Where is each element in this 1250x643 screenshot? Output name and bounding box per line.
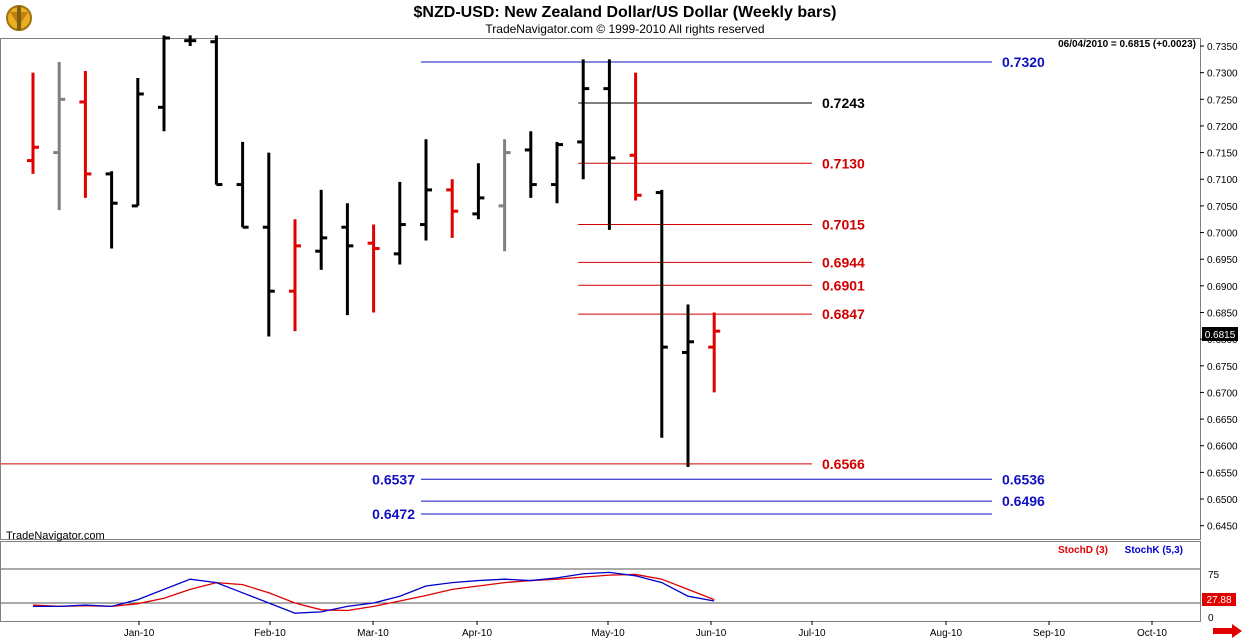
chart-subtitle: TradeNavigator.com © 1999-2010 All right… <box>485 22 765 36</box>
y-tick-label: 0.7050 <box>1207 202 1238 213</box>
ohlc-bar <box>105 171 118 249</box>
ohlc-bar <box>262 152 275 337</box>
price-level-label: 0.6847 <box>822 306 865 322</box>
ohlc-bar <box>603 59 616 230</box>
ohlc-bar <box>367 224 380 313</box>
ohlc-bar <box>315 189 328 270</box>
y-tick-label: 0.7350 <box>1207 42 1238 53</box>
price-level-left-label: 0.6472 <box>372 506 415 522</box>
ohlc-bar <box>708 312 721 393</box>
ohlc-bars <box>27 35 721 468</box>
price-level-label: 0.6496 <box>1002 493 1045 509</box>
y-tick-label: 0.6600 <box>1207 442 1238 453</box>
ohlc-bar <box>655 189 668 438</box>
y-tick-label: 0.6550 <box>1207 468 1238 479</box>
price-level-label: 0.7243 <box>822 95 865 111</box>
y-tick-label: 0.7250 <box>1207 95 1238 106</box>
y-tick-label: 0.7150 <box>1207 149 1238 160</box>
y-tick-label: 0.6450 <box>1207 522 1238 533</box>
ohlc-bar <box>158 35 170 132</box>
y-tick-label: 0.6650 <box>1207 415 1238 426</box>
ohlc-bar <box>210 35 223 187</box>
ohlc-bar <box>131 77 144 208</box>
x-tick-label: Oct-10 <box>1137 628 1167 639</box>
x-tick-label: Sep-10 <box>1033 628 1066 639</box>
x-tick-label: Feb-10 <box>254 628 286 639</box>
scroll-right-arrow-icon[interactable] <box>1213 624 1242 638</box>
price-level-label: 0.6944 <box>822 254 865 270</box>
stoch-level-label: 75 <box>1208 570 1220 581</box>
stochastic-panel <box>1 568 1200 614</box>
chart-header: $NZD-USD: New Zealand Dollar/US Dollar (… <box>0 0 1250 38</box>
stoch-d-legend: StochD (3) <box>1058 545 1108 556</box>
stoch-d-line <box>32 573 715 612</box>
y-tick-label: 0.7300 <box>1207 69 1238 80</box>
y-tick-label: 0.6950 <box>1207 255 1238 266</box>
price-level-label: 0.6536 <box>1002 471 1045 487</box>
ohlc-bar <box>27 72 39 174</box>
y-tick-label: 0.6750 <box>1207 362 1238 373</box>
ohlc-bar <box>472 163 485 220</box>
price-level-label: 0.6901 <box>822 277 865 293</box>
price-panel-frame <box>0 38 1201 540</box>
x-tick-label: Aug-10 <box>930 628 963 639</box>
last-price-label: 0.6815 <box>1205 330 1236 341</box>
ohlc-bar <box>289 219 301 332</box>
ohlc-bar <box>236 141 249 229</box>
stoch-k-line <box>33 571 715 614</box>
x-tick-label: Mar-10 <box>357 628 389 639</box>
stoch-value-label: 27.88 <box>1206 595 1231 606</box>
price-levels: 0.7320 0.7243 0.7130 0.7015 0.6944 0.6901 0.68… <box>1 54 1045 522</box>
x-tick-label: May-10 <box>591 628 625 639</box>
y-tick-label: 0.6500 <box>1207 495 1238 506</box>
ohlc-bar <box>682 304 694 468</box>
y-tick-label: 0.6850 <box>1207 308 1238 319</box>
last-price-box <box>1202 327 1238 341</box>
watermark: TradeNavigator.com <box>6 530 105 542</box>
stoch-panel-frame <box>0 541 1201 622</box>
ohlc-bar <box>629 72 642 201</box>
ohlc-bar <box>420 139 432 241</box>
ohlc-bar <box>393 181 406 265</box>
y-tick-label: 0.7100 <box>1207 175 1238 186</box>
x-tick-label: Jun-10 <box>696 628 727 639</box>
ohlc-bar <box>577 59 590 180</box>
x-tick-label: Jul-10 <box>798 628 826 639</box>
ohlc-bar <box>341 203 354 316</box>
ohlc-bar <box>524 131 537 198</box>
stoch-zero-label: 0 <box>1208 613 1214 624</box>
x-tick-label: Apr-10 <box>462 628 492 639</box>
ohlc-bar <box>79 71 92 198</box>
price-level-label: 0.7320 <box>1002 54 1045 70</box>
ohlc-bar <box>551 141 563 204</box>
price-level-left-label: 0.6537 <box>372 471 415 487</box>
stoch-value-box <box>1202 593 1236 606</box>
y-axis: 0.7350 0.7300 0.7250 0.7200 0.7150 0.7100 0.70… <box>1200 42 1238 533</box>
chart-title: $NZD-USD: New Zealand Dollar/US Dollar (… <box>413 4 837 21</box>
price-level-label: 0.7130 <box>822 155 865 171</box>
stoch-k-legend: StochK (5,3) <box>1125 545 1183 556</box>
price-level-label: 0.6566 <box>822 456 865 472</box>
ohlc-bar <box>184 35 197 46</box>
trade-navigator-logo-icon[interactable] <box>2 2 36 34</box>
ohlc-bar <box>498 139 511 252</box>
price-level-label: 0.7015 <box>822 217 865 233</box>
y-tick-label: 0.7000 <box>1207 229 1238 240</box>
y-tick-label: 0.6700 <box>1207 388 1238 399</box>
ohlc-bar <box>446 179 459 238</box>
x-tick-label: Jan-10 <box>124 628 155 639</box>
quote-readout: 06/04/2010 = 0.6815 (+0.0023) <box>1058 39 1196 50</box>
y-tick-label: 0.6900 <box>1207 282 1238 293</box>
ohlc-bar <box>53 61 66 211</box>
y-tick-label: 0.7200 <box>1207 122 1238 133</box>
x-axis: Jan-10 Feb-10 Mar-10 Apr-10 May-10 Jun-10 Jul-… <box>124 621 1167 639</box>
